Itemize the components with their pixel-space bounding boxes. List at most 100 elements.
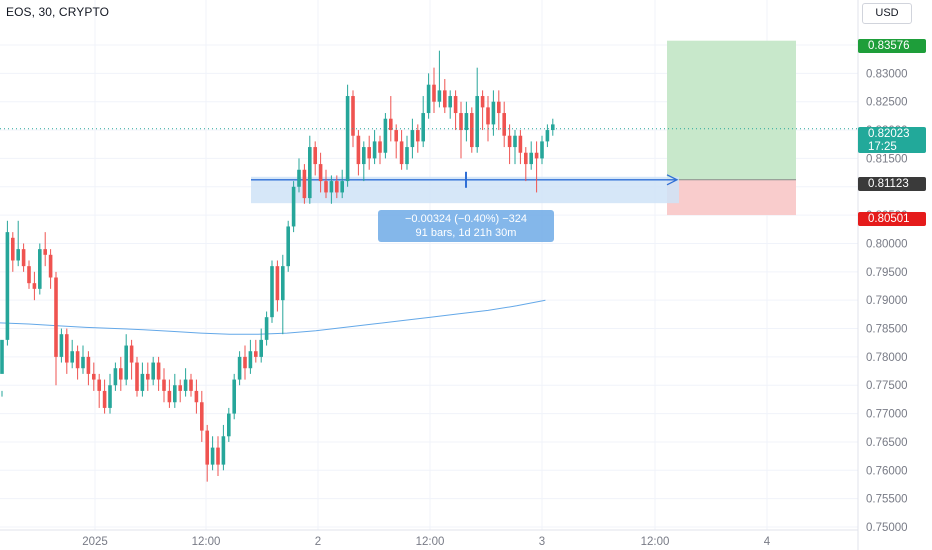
moving-average-line <box>0 299 546 335</box>
candle-body <box>173 385 177 403</box>
candle-body <box>480 96 485 108</box>
candle-body <box>551 124 555 131</box>
candle-body <box>259 339 263 357</box>
measure-tooltip: −0.00324 (−0.40%) −324 91 bars, 1d 21h 3… <box>378 210 554 242</box>
price-tick-label: 0.75500 <box>866 494 908 506</box>
candle-body <box>405 147 409 165</box>
candle-body <box>421 113 425 142</box>
target-zone[interactable] <box>667 40 796 180</box>
candle-body <box>432 84 436 102</box>
candle-body <box>416 130 420 142</box>
candle-body <box>286 226 290 267</box>
candle-body <box>237 356 242 380</box>
price-tick-label: 0.75000 <box>866 522 908 534</box>
candle-body <box>16 249 20 261</box>
candle-body <box>356 135 361 165</box>
candle-body <box>443 90 447 108</box>
measure-bars-text: 91 bars, 1d 21h 30m <box>415 227 517 239</box>
candle-body <box>437 90 442 102</box>
candle-body <box>167 390 172 403</box>
price-tick-label: 0.80000 <box>866 238 908 250</box>
candle-body <box>524 152 528 165</box>
candle-body <box>221 436 226 465</box>
price-tick-label: 0.81500 <box>866 153 908 165</box>
candle-body <box>507 135 512 148</box>
last-price-tag: 0.82023 17:25 <box>858 127 926 153</box>
candle-body <box>394 130 398 142</box>
candle-body <box>372 141 377 159</box>
candle-body <box>534 152 539 159</box>
candle-body <box>324 181 328 193</box>
candle-body <box>194 390 199 403</box>
symbol-title: EOS, 30, CRYPTO <box>6 5 110 19</box>
candle-body <box>86 356 91 374</box>
candle-body <box>475 96 479 148</box>
candle-body <box>318 164 323 182</box>
time-tick-label: 2 <box>315 536 321 548</box>
candle-body <box>124 345 128 380</box>
candle-body <box>97 379 101 391</box>
price-tick-label: 0.76000 <box>866 465 908 477</box>
candle-body <box>389 118 393 131</box>
candle-body <box>70 351 74 363</box>
candle-body <box>108 385 112 408</box>
candle-body <box>270 266 274 318</box>
candle-body <box>264 317 269 340</box>
candle-body <box>367 147 371 159</box>
candle-body <box>227 413 231 437</box>
candle-body <box>345 96 350 182</box>
candle-body <box>254 351 258 357</box>
candle-body <box>81 356 85 369</box>
candle-body <box>248 351 253 369</box>
candle-body <box>545 130 550 142</box>
candle-body <box>200 402 204 431</box>
price-tick-label: 0.78000 <box>866 352 908 364</box>
candle-body <box>426 84 431 114</box>
candle-body <box>178 385 182 391</box>
bar-countdown: 17:25 <box>868 140 897 153</box>
target-price-tag: 0.83576 <box>858 39 926 53</box>
candle-body <box>308 147 312 199</box>
currency-button[interactable]: USD <box>862 3 912 24</box>
candle-body <box>11 237 15 261</box>
price-tick-label: 0.76500 <box>866 437 908 449</box>
candle-body <box>453 96 458 114</box>
candle-body <box>216 447 220 465</box>
candle-body <box>335 181 339 193</box>
candle-body <box>329 181 334 193</box>
price-tick-label: 0.82500 <box>866 97 908 109</box>
candle-body <box>313 147 317 165</box>
candle-body <box>119 368 123 380</box>
candle-body <box>140 373 145 391</box>
candle-body <box>291 186 296 227</box>
price-tick-label: 0.77000 <box>866 409 908 421</box>
candle-body <box>43 249 47 255</box>
candle-body <box>156 362 161 380</box>
candle-body <box>189 379 193 391</box>
candle-body <box>243 356 247 369</box>
candle-body <box>518 135 523 153</box>
candle-body <box>297 169 301 187</box>
candle-body <box>205 430 209 465</box>
price-tick-label: 0.77500 <box>866 380 908 392</box>
candle-body <box>92 373 96 380</box>
candle-body <box>32 283 37 289</box>
candle-body <box>448 96 452 108</box>
stop-zone[interactable] <box>667 179 796 216</box>
candle-body <box>59 334 64 357</box>
time-tick-label: 3 <box>539 536 545 548</box>
price-tick-label: 0.79000 <box>866 295 908 307</box>
candle-body <box>0 339 4 374</box>
candle-body <box>486 107 490 125</box>
candle-body <box>399 141 404 165</box>
candle-body <box>21 249 26 267</box>
candle-body <box>113 368 118 386</box>
candle-body <box>497 101 501 114</box>
candle-body <box>529 152 533 165</box>
candle-body <box>27 266 31 284</box>
candle-body <box>513 135 517 148</box>
candle-body <box>302 169 307 199</box>
candle-body <box>281 266 285 301</box>
price-tick-label: 0.79500 <box>866 267 908 279</box>
